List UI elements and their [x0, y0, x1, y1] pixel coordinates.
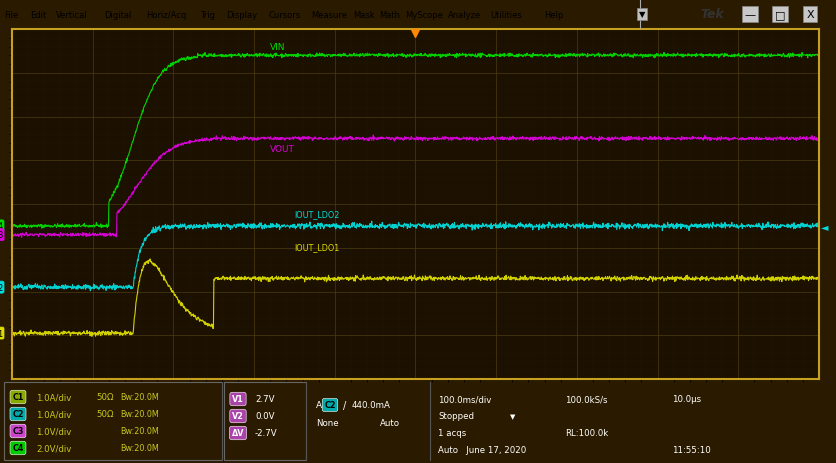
Text: 100.0ms/div: 100.0ms/div: [437, 394, 491, 404]
Text: X: X: [805, 10, 813, 20]
Text: 1.0A/div: 1.0A/div: [36, 393, 71, 401]
Text: Bw:20.0M: Bw:20.0M: [120, 444, 159, 452]
Text: Cursors: Cursors: [268, 11, 300, 19]
Text: 0.0V: 0.0V: [255, 412, 274, 420]
Text: Analyze: Analyze: [447, 11, 481, 19]
Text: □: □: [774, 10, 784, 20]
Text: /: /: [343, 400, 346, 410]
Text: Auto   June 17, 2020: Auto June 17, 2020: [437, 445, 526, 455]
Text: 10.0μs: 10.0μs: [671, 394, 701, 404]
Text: Tek: Tek: [699, 8, 723, 21]
Text: Mask: Mask: [353, 11, 375, 19]
Text: Display: Display: [226, 11, 257, 19]
Text: File: File: [4, 11, 18, 19]
Text: Auto: Auto: [380, 419, 400, 427]
Text: 50Ω: 50Ω: [96, 393, 114, 401]
Text: 50Ω: 50Ω: [96, 410, 114, 419]
Text: 2.7V: 2.7V: [255, 394, 274, 404]
Text: Vertical: Vertical: [56, 11, 88, 19]
Text: -2.7V: -2.7V: [255, 429, 278, 438]
Text: IOUT_LDO1: IOUT_LDO1: [294, 242, 339, 251]
Text: 440.0mA: 440.0mA: [352, 400, 390, 410]
Text: ▼: ▼: [509, 413, 515, 419]
Text: Math: Math: [379, 11, 400, 19]
Text: None: None: [316, 419, 339, 427]
Text: 1: 1: [0, 329, 3, 338]
Text: 4: 4: [0, 222, 3, 231]
Text: 11:55:10: 11:55:10: [671, 445, 710, 455]
Text: VIN: VIN: [270, 43, 285, 51]
Text: 2.0V/div: 2.0V/div: [36, 444, 71, 452]
Text: 1 acqs: 1 acqs: [437, 429, 466, 438]
Text: 100.0kS/s: 100.0kS/s: [564, 394, 607, 404]
Text: RL:100.0k: RL:100.0k: [564, 429, 608, 438]
Text: Utilities: Utilities: [490, 11, 522, 19]
Text: V2: V2: [232, 412, 243, 420]
Text: ◄: ◄: [819, 221, 827, 232]
Text: Bw:20.0M: Bw:20.0M: [120, 426, 159, 436]
Text: C2: C2: [324, 400, 335, 410]
Text: 2: 2: [0, 283, 3, 292]
Text: C1: C1: [13, 393, 23, 401]
Text: Horiz/Acq: Horiz/Acq: [146, 11, 186, 19]
Text: MyScope: MyScope: [405, 11, 443, 19]
Text: 1.0V/div: 1.0V/div: [36, 426, 71, 436]
Text: ▼: ▼: [638, 11, 645, 19]
Text: C2: C2: [13, 410, 23, 419]
Text: Bw:20.0M: Bw:20.0M: [120, 393, 159, 401]
Text: ΔV: ΔV: [232, 429, 244, 438]
Text: Trig: Trig: [200, 11, 215, 19]
Text: 1.0A/div: 1.0A/div: [36, 410, 71, 419]
Text: Measure: Measure: [311, 11, 347, 19]
Text: A: A: [316, 400, 322, 410]
Text: Help: Help: [543, 11, 563, 19]
Text: C4: C4: [13, 444, 23, 452]
Text: C3: C3: [13, 426, 23, 436]
Text: VOUT: VOUT: [270, 144, 295, 153]
Text: Digital: Digital: [104, 11, 131, 19]
Text: V1: V1: [232, 394, 243, 404]
Text: IOUT_LDO2: IOUT_LDO2: [294, 210, 339, 219]
Text: Stopped: Stopped: [437, 412, 473, 420]
Text: Edit: Edit: [30, 11, 46, 19]
Text: 3: 3: [0, 231, 3, 240]
Text: Bw:20.0M: Bw:20.0M: [120, 410, 159, 419]
Text: —: —: [743, 10, 755, 20]
